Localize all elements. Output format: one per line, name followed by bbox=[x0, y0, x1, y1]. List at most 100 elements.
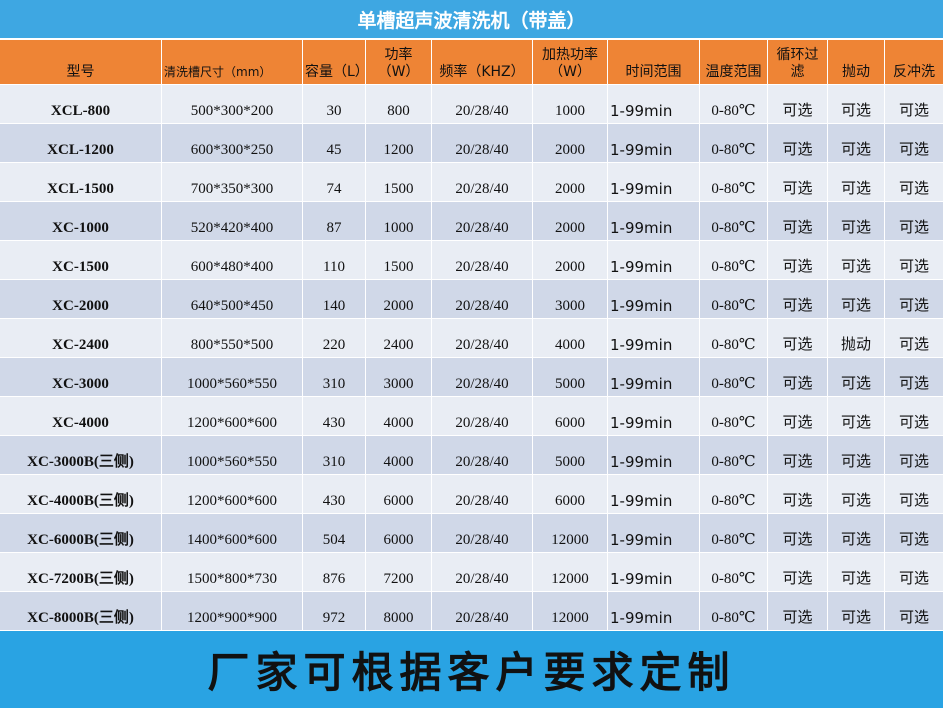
table-cell: 1000*560*550 bbox=[162, 358, 302, 396]
table-cell: 可选 bbox=[768, 397, 827, 435]
table-row: XCL-800 500*300*200 30 800 20/28/40 1000 1-99m… bbox=[0, 85, 943, 123]
table-cell: 0-80℃ bbox=[700, 241, 767, 279]
table-cell: 6000 bbox=[533, 397, 607, 435]
table-cell: XC-3000B(三侧) bbox=[0, 436, 161, 474]
table-cell: 700*350*300 bbox=[162, 163, 302, 201]
table-cell: 1-99min bbox=[608, 475, 699, 513]
table-cell: 0-80℃ bbox=[700, 319, 767, 357]
table-cell: 可选 bbox=[768, 163, 827, 201]
table-cell: 0-80℃ bbox=[700, 553, 767, 591]
header-cell: 加热功率（W） bbox=[533, 40, 607, 84]
table-cell: 可选 bbox=[828, 202, 884, 240]
table-cell: 可选 bbox=[885, 319, 943, 357]
table-row: XC-8000B(三侧) 1200*900*900 972 8000 20/28/40 1… bbox=[0, 592, 943, 630]
table-row: XC-3000B(三侧) 1000*560*550 310 4000 20/28/40 5… bbox=[0, 436, 943, 474]
table-cell: 2000 bbox=[533, 241, 607, 279]
table-cell: 2400 bbox=[366, 319, 431, 357]
table-cell: 45 bbox=[303, 124, 365, 162]
table-cell: 可选 bbox=[828, 514, 884, 552]
table-cell: XCL-1500 bbox=[0, 163, 161, 201]
table-cell: 0-80℃ bbox=[700, 202, 767, 240]
table-cell: XC-4000 bbox=[0, 397, 161, 435]
table-cell: XC-8000B(三侧) bbox=[0, 592, 161, 630]
table-cell: 可选 bbox=[768, 514, 827, 552]
table-cell: 可选 bbox=[828, 358, 884, 396]
table-cell: 140 bbox=[303, 280, 365, 318]
table-cell: 20/28/40 bbox=[432, 475, 532, 513]
table-cell: XC-3000 bbox=[0, 358, 161, 396]
table-body: XCL-800 500*300*200 30 800 20/28/40 1000 1-99m… bbox=[0, 85, 943, 631]
table-cell: 800 bbox=[366, 85, 431, 123]
table-cell: 74 bbox=[303, 163, 365, 201]
table-cell: 可选 bbox=[828, 241, 884, 279]
table-cell: 可选 bbox=[828, 280, 884, 318]
table-cell: 430 bbox=[303, 397, 365, 435]
table-cell: 1-99min bbox=[608, 514, 699, 552]
table-row: XC-1000 520*420*400 87 1000 20/28/40 2000 1-99… bbox=[0, 202, 943, 240]
table-cell: 20/28/40 bbox=[432, 241, 532, 279]
table-cell: 1-99min bbox=[608, 592, 699, 630]
table-cell: 87 bbox=[303, 202, 365, 240]
footer-banner: 厂家可根据客户要求定制 bbox=[0, 631, 943, 708]
table-cell: 6000 bbox=[366, 475, 431, 513]
table-cell: XCL-800 bbox=[0, 85, 161, 123]
table-cell: 可选 bbox=[768, 592, 827, 630]
table-cell: 310 bbox=[303, 358, 365, 396]
table-cell: 1500 bbox=[366, 241, 431, 279]
table-cell: 可选 bbox=[885, 592, 943, 630]
header-cell: 温度范围 bbox=[700, 40, 767, 84]
table-cell: 972 bbox=[303, 592, 365, 630]
table-cell: XCL-1200 bbox=[0, 124, 161, 162]
table-cell: 1200*600*600 bbox=[162, 475, 302, 513]
table-cell: XC-2000 bbox=[0, 280, 161, 318]
table-row: XC-4000B(三侧) 1200*600*600 430 6000 20/28/40 6… bbox=[0, 475, 943, 513]
table-cell: 6000 bbox=[533, 475, 607, 513]
table-cell: 5000 bbox=[533, 436, 607, 474]
table-cell: 30 bbox=[303, 85, 365, 123]
table-cell: 可选 bbox=[768, 436, 827, 474]
table-cell: 20/28/40 bbox=[432, 319, 532, 357]
table-row: XC-6000B(三侧) 1400*600*600 504 6000 20/28/40 1… bbox=[0, 514, 943, 552]
table-cell: 0-80℃ bbox=[700, 592, 767, 630]
table-cell: 1-99min bbox=[608, 397, 699, 435]
table-cell: 640*500*450 bbox=[162, 280, 302, 318]
table-row: XC-7200B(三侧) 1500*800*730 876 7200 20/28/40 1… bbox=[0, 553, 943, 591]
table-cell: 20/28/40 bbox=[432, 397, 532, 435]
table-row: XC-2400 800*550*500 220 2400 20/28/40 4000 1-9… bbox=[0, 319, 943, 357]
table-cell: 可选 bbox=[885, 397, 943, 435]
header-cell: 抛动 bbox=[828, 40, 884, 84]
table-cell: 20/28/40 bbox=[432, 163, 532, 201]
table-cell: 0-80℃ bbox=[700, 397, 767, 435]
table-row: XC-1500 600*480*400 110 1500 20/28/40 2000 1-9… bbox=[0, 241, 943, 279]
table-cell: 可选 bbox=[885, 553, 943, 591]
table-cell: 可选 bbox=[768, 475, 827, 513]
table-cell: 可选 bbox=[828, 592, 884, 630]
table-cell: 12000 bbox=[533, 514, 607, 552]
table-cell: 0-80℃ bbox=[700, 358, 767, 396]
table-cell: 20/28/40 bbox=[432, 436, 532, 474]
table-cell: 1-99min bbox=[608, 163, 699, 201]
table-cell: 1-99min bbox=[608, 241, 699, 279]
header-cell: 循环过滤 bbox=[768, 40, 827, 84]
table-cell: 可选 bbox=[885, 436, 943, 474]
table-cell: 7200 bbox=[366, 553, 431, 591]
table-cell: 430 bbox=[303, 475, 365, 513]
table-cell: 1000 bbox=[533, 85, 607, 123]
header-cell: 清洗槽尺寸（mm） bbox=[162, 40, 302, 84]
table-cell: 1-99min bbox=[608, 319, 699, 357]
table-cell: 12000 bbox=[533, 592, 607, 630]
table-cell: 0-80℃ bbox=[700, 85, 767, 123]
table-cell: 可选 bbox=[828, 436, 884, 474]
table-cell: 504 bbox=[303, 514, 365, 552]
header-cell: 功率（W） bbox=[366, 40, 431, 84]
table-cell: 12000 bbox=[533, 553, 607, 591]
table-cell: 1200*900*900 bbox=[162, 592, 302, 630]
table-cell: XC-1000 bbox=[0, 202, 161, 240]
table-cell: 可选 bbox=[885, 85, 943, 123]
table-cell: 可选 bbox=[768, 319, 827, 357]
table-cell: 220 bbox=[303, 319, 365, 357]
table-cell: 可选 bbox=[768, 202, 827, 240]
table-cell: 4000 bbox=[533, 319, 607, 357]
table-cell: 可选 bbox=[885, 280, 943, 318]
